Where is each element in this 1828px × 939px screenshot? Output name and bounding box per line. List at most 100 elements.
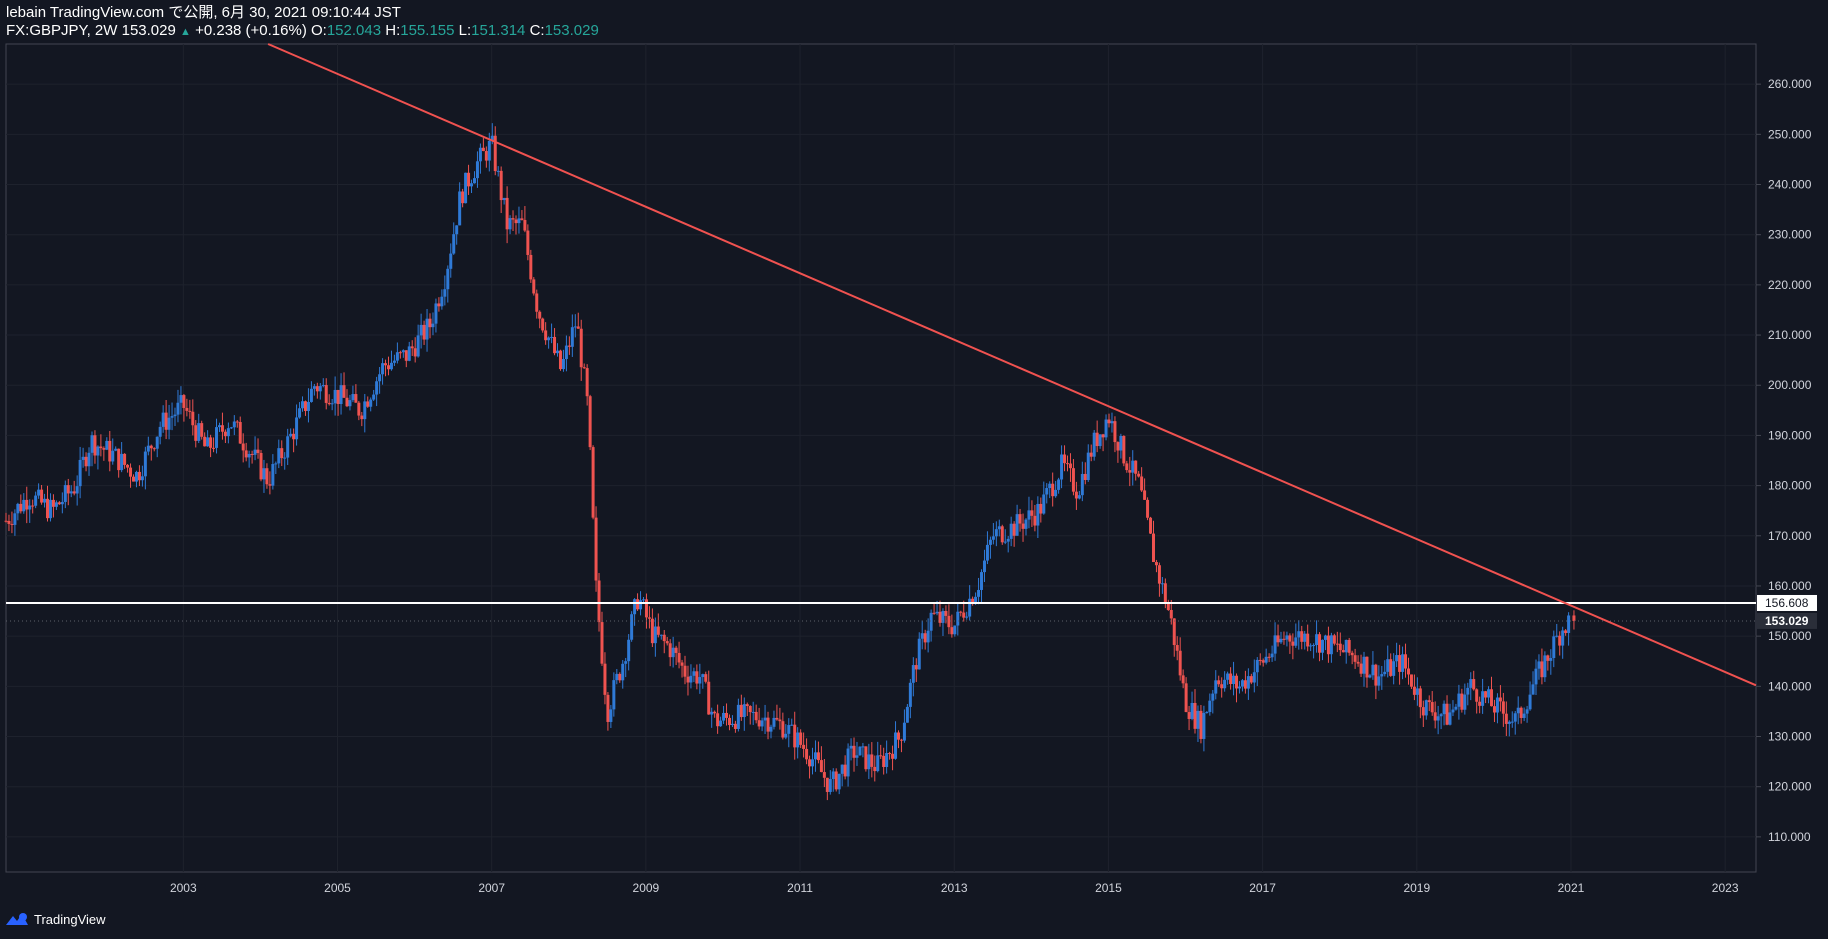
candle-up — [1386, 659, 1390, 672]
last-price-label: 153.029 — [1765, 614, 1809, 628]
candle-up — [1131, 460, 1135, 473]
candle-down — [398, 352, 402, 354]
candle-down — [336, 389, 340, 405]
candle-up — [953, 625, 957, 635]
candle-down — [1306, 633, 1310, 647]
candle-up — [490, 135, 494, 141]
open-label: O: — [311, 22, 327, 39]
candle-down — [725, 712, 729, 718]
candle-down — [384, 363, 388, 366]
candle-up — [1537, 661, 1541, 669]
candle-down — [1107, 419, 1111, 424]
candle-up — [784, 733, 788, 738]
candle-up — [1401, 654, 1405, 672]
candle-down — [932, 612, 936, 614]
y-tick-label: 110.000 — [1768, 830, 1811, 844]
candle-down — [422, 324, 426, 340]
candle-down — [1300, 631, 1304, 642]
candle-up — [1060, 454, 1064, 480]
candle-down — [1412, 686, 1416, 695]
candle-down — [1116, 442, 1120, 451]
candle-up — [508, 218, 512, 230]
candle-up — [440, 296, 444, 307]
candle-down — [123, 453, 127, 465]
candle-up — [1279, 638, 1283, 643]
candle-down — [1125, 463, 1129, 471]
candle-down — [1276, 635, 1280, 643]
candle-down — [185, 407, 189, 411]
candle-up — [1552, 636, 1556, 659]
candle-up — [1211, 693, 1215, 701]
candle-down — [1184, 683, 1188, 713]
last-price-tag — [1757, 612, 1817, 629]
candle-down — [303, 401, 307, 411]
candle-up — [1321, 639, 1325, 653]
candle-down — [707, 681, 711, 715]
candle-up — [416, 335, 420, 357]
candle-down — [808, 759, 812, 767]
candle-down — [4, 520, 8, 522]
candle-down — [579, 328, 583, 368]
footer-brand[interactable]: TradingView — [4, 911, 106, 927]
candle-up — [1495, 697, 1499, 713]
candle-up — [1237, 686, 1241, 689]
candle-down — [25, 499, 29, 510]
candle-up — [348, 400, 352, 407]
candle-down — [511, 218, 515, 220]
low-value: 151.314 — [471, 22, 526, 39]
candle-up — [1297, 631, 1301, 638]
candle-up — [991, 536, 995, 540]
candle-up — [1086, 452, 1090, 481]
candle-up — [1448, 712, 1452, 725]
candle-down — [665, 641, 669, 644]
candle-up — [1392, 661, 1396, 676]
candle-up — [289, 433, 293, 437]
candle-up — [277, 448, 281, 464]
candle-up — [478, 147, 482, 162]
candle-up — [1270, 653, 1274, 658]
candle-down — [57, 502, 61, 505]
candle-down — [864, 746, 868, 770]
candle-up — [719, 720, 723, 727]
candle-down — [1217, 680, 1221, 685]
candle-up — [475, 161, 479, 179]
candle-down — [1151, 533, 1155, 563]
candle-down — [1122, 436, 1126, 464]
candle-down — [241, 443, 245, 451]
candle-down — [686, 676, 690, 683]
candle-down — [647, 617, 651, 619]
candle-up — [375, 381, 379, 395]
candle-down — [1338, 643, 1342, 651]
candle-down — [1175, 645, 1179, 651]
candle-down — [1433, 712, 1437, 721]
x-tick-label: 2007 — [478, 881, 505, 895]
candle-up — [34, 495, 38, 506]
candle-up — [75, 486, 79, 494]
candle-down — [1335, 643, 1339, 645]
candle-up — [920, 633, 924, 639]
candle-up — [271, 464, 275, 486]
candle-down — [959, 611, 963, 613]
candle-up — [985, 544, 989, 561]
candle-down — [129, 467, 133, 477]
candle-down — [1021, 523, 1025, 529]
candle-up — [28, 505, 32, 510]
candle-down — [280, 448, 284, 459]
candle-down — [526, 230, 530, 255]
candle-down — [131, 476, 135, 482]
candle-down — [1359, 663, 1363, 674]
high-value: 155.155 — [400, 22, 455, 39]
candle-up — [1457, 693, 1461, 707]
candle-down — [727, 717, 731, 726]
candle-up — [158, 426, 162, 437]
candle-up — [1525, 709, 1529, 714]
candle-up — [90, 435, 94, 453]
candle-down — [235, 421, 239, 423]
candle-up — [487, 140, 491, 161]
candle-up — [431, 323, 435, 328]
candle-up — [452, 234, 456, 254]
candle-up — [624, 661, 628, 664]
candle-up — [627, 639, 631, 662]
candle-down — [1406, 668, 1410, 675]
